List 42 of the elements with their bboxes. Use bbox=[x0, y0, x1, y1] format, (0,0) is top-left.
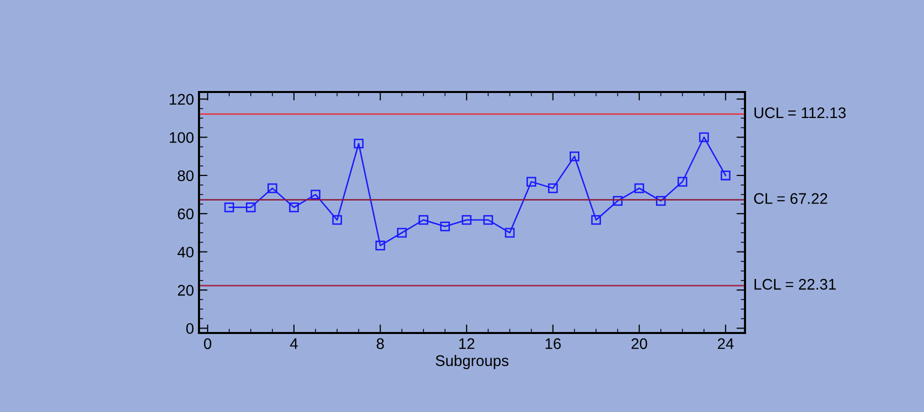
point bbox=[526, 176, 536, 187]
ref-line-label: LCL = 22.31 bbox=[754, 278, 836, 290]
y-tick-label: 100 bbox=[170, 132, 194, 143]
point bbox=[462, 215, 472, 225]
point bbox=[548, 183, 558, 194]
y-tick-label: 120 bbox=[170, 94, 194, 105]
y-tick-label: 40 bbox=[178, 246, 194, 258]
point bbox=[720, 170, 730, 180]
x-tick-label: 0 bbox=[204, 338, 212, 350]
point bbox=[354, 138, 364, 148]
point bbox=[570, 151, 580, 162]
point bbox=[268, 183, 278, 194]
y-tick-label: 60 bbox=[178, 208, 194, 220]
x-tick-label: 16 bbox=[546, 338, 561, 350]
point bbox=[699, 132, 709, 142]
point bbox=[440, 222, 450, 232]
point bbox=[332, 215, 342, 225]
x-tick-label: 8 bbox=[376, 338, 384, 350]
x-tick-label: 24 bbox=[718, 338, 734, 349]
x-tick-label: 4 bbox=[290, 338, 298, 349]
point bbox=[375, 240, 386, 250]
x-tick-label: 12 bbox=[459, 338, 474, 349]
point bbox=[591, 215, 601, 225]
x-tick-label: 20 bbox=[632, 338, 648, 350]
point bbox=[634, 183, 644, 194]
point bbox=[246, 202, 256, 212]
x-axis-title: Subgroups bbox=[436, 354, 508, 370]
point bbox=[504, 228, 515, 238]
point bbox=[289, 202, 299, 212]
y-tick-label: 20 bbox=[178, 284, 194, 296]
point bbox=[310, 190, 320, 200]
point bbox=[678, 176, 688, 187]
point bbox=[483, 215, 494, 225]
ref-line-label: CL = 67.22 bbox=[754, 193, 828, 204]
y-tick-label: 80 bbox=[178, 170, 194, 182]
point bbox=[224, 202, 234, 212]
y-tick-label: 0 bbox=[186, 323, 194, 334]
point bbox=[397, 228, 407, 238]
point bbox=[418, 215, 428, 225]
point bbox=[612, 196, 623, 206]
ref-line-label: UCL = 112.13 bbox=[754, 107, 846, 118]
point bbox=[656, 196, 666, 206]
